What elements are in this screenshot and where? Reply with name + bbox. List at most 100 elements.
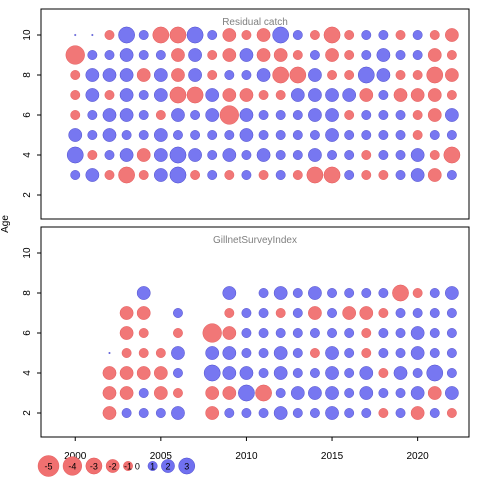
legend-label: 1 [150,462,155,472]
bubble-point [258,110,269,120]
bubble-point [153,386,168,400]
bubble-point [446,130,457,140]
bubble-point [173,308,183,318]
bubble-point [427,386,442,400]
bubble-point [344,368,355,378]
bubble-point [85,168,100,182]
bubble-point [327,328,337,338]
bubble-point [445,286,459,300]
bubble-point [171,406,185,420]
bubble-point [205,88,220,102]
bubble-point [325,346,339,360]
bubble-point [395,70,406,80]
bubble-point [446,348,457,358]
bubble-point [357,66,375,84]
bubble-point [342,88,356,102]
bubble-point [308,306,322,320]
bubble-point [376,68,391,82]
bubble-point [446,170,457,180]
bubble-point [292,110,303,120]
bubble-point [395,170,406,180]
bubble-point [136,366,151,380]
bubble-point [378,130,389,140]
bubble-point [121,130,132,140]
bubble-point [138,50,149,60]
bubble-point [308,68,322,82]
bubble-point [153,168,168,182]
bubble-point [273,48,288,62]
bubble-point [446,328,457,338]
bubble-point [207,70,218,80]
bubble-point [155,50,166,60]
bubble-point [87,150,98,160]
bubble-point [169,86,187,104]
bubble-point [344,70,355,80]
bubble-point [272,66,290,84]
bubble-point [393,88,408,102]
bubble-point [222,148,237,162]
bubble-point [258,348,269,358]
bubble-point [359,386,374,400]
bubble-point [238,384,255,402]
bubble-point [207,150,218,160]
x-tick-label: 2000 [64,451,87,462]
bubble-point [169,26,187,44]
bubble-point [429,288,440,298]
bubble-point [171,108,185,122]
bubble-point [87,130,98,140]
bubble-point [446,50,457,60]
bubble-point [429,328,440,338]
bubble-point [138,170,149,180]
bubble-point [292,348,303,358]
bubble-point [344,50,355,60]
bubble-point [241,308,252,318]
bubble-point [310,328,320,338]
bubble-point [87,110,98,120]
bubble-point [102,68,117,82]
bubble-point [68,128,83,142]
bubble-point [239,48,254,62]
bubble-point [275,328,286,338]
legend-label: -2 [109,462,117,472]
bubble-point [119,306,134,320]
y-tick-label: 4 [22,370,33,376]
bubble-point [70,110,81,120]
bubble-point [258,170,269,180]
bubble-point [239,128,254,142]
bubble-point [412,288,423,298]
bubble-point [222,48,237,62]
bubble-point [275,170,286,180]
bubble-point [153,128,168,142]
bubble-point [258,308,269,318]
bubble-point [203,364,221,382]
bubble-point [344,388,355,398]
bubble-point [306,166,324,184]
bubble-point [378,90,389,100]
bubble-point [102,366,117,380]
bubble-point [344,348,355,358]
bubble-point [378,308,389,318]
bubble-point [376,48,391,62]
bubble-point [138,130,149,140]
bubble-point [186,26,204,44]
bubble-point [323,26,341,44]
bubble-point [359,88,374,102]
bubble-point [292,288,303,298]
bubble-point [275,150,286,160]
bubble-point [310,30,320,40]
bubble-point [308,286,322,300]
bubble-point [258,408,269,418]
x-tick-label: 2010 [235,451,258,462]
bubble-point [224,408,235,418]
bubble-point [256,48,271,62]
bubble-point [173,388,183,398]
bubble-point [119,108,134,122]
bubble-point [205,346,220,360]
bubble-point [361,328,372,338]
y-tick-label: 6 [22,330,33,336]
bubble-point [395,150,406,160]
bubble-point [378,170,389,180]
bubble-point [136,286,151,300]
bubble-point [275,308,286,318]
bubble-point [273,366,288,380]
